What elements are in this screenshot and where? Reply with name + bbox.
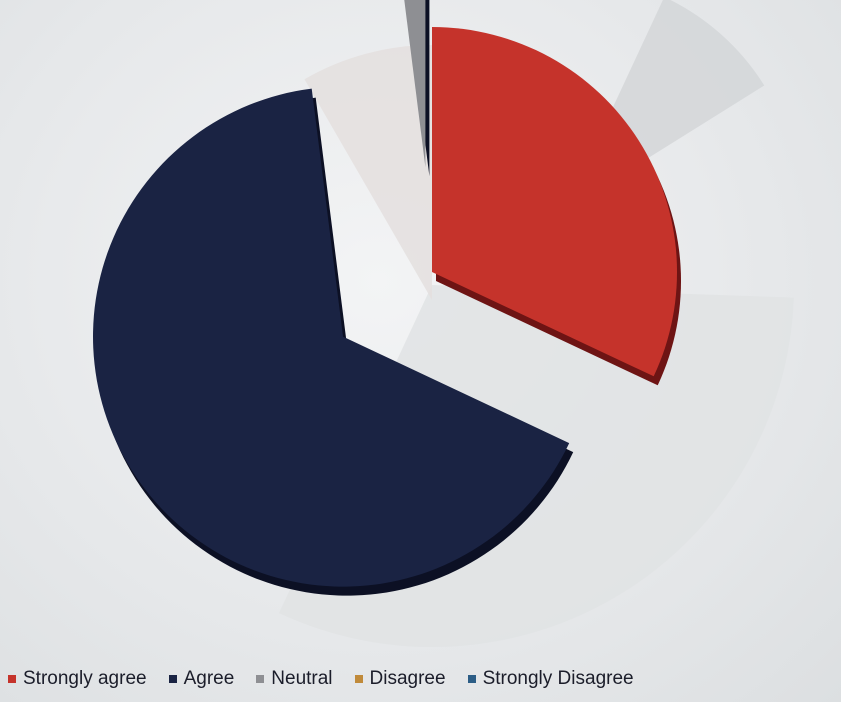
legend-item-strongly-agree: Strongly agree (8, 668, 147, 690)
legend-swatch-strongly-disagree (467, 675, 476, 683)
slice-neutral (404, 0, 426, 168)
slice-agree (93, 88, 570, 587)
slice-strongly-agree (432, 27, 678, 377)
legend-item-agree: Agree (168, 668, 235, 690)
legend-item-neutral: Neutral (256, 668, 333, 690)
legend-item-strongly-disagree: Strongly Disagree (467, 668, 634, 690)
legend-swatch-agree (168, 675, 177, 683)
legend-label-strongly-disagree: Strongly Disagree (482, 668, 634, 689)
legend-label-disagree: Disagree (369, 668, 446, 689)
legend-swatch-disagree (354, 675, 363, 683)
legend-label-agree: Agree (183, 668, 235, 689)
legend-swatch-neutral (256, 675, 265, 683)
ghost-slice-top-center (304, 45, 432, 300)
legend-label-neutral: Neutral (271, 668, 333, 689)
legend-item-disagree: Disagree (354, 668, 446, 690)
legend-label-strongly-agree: Strongly agree (23, 668, 147, 689)
legend-swatch-strongly-agree (8, 675, 16, 683)
pie-slices (93, 0, 682, 596)
legend: Strongly agree Agree Neutral Disagree St… (8, 668, 634, 690)
